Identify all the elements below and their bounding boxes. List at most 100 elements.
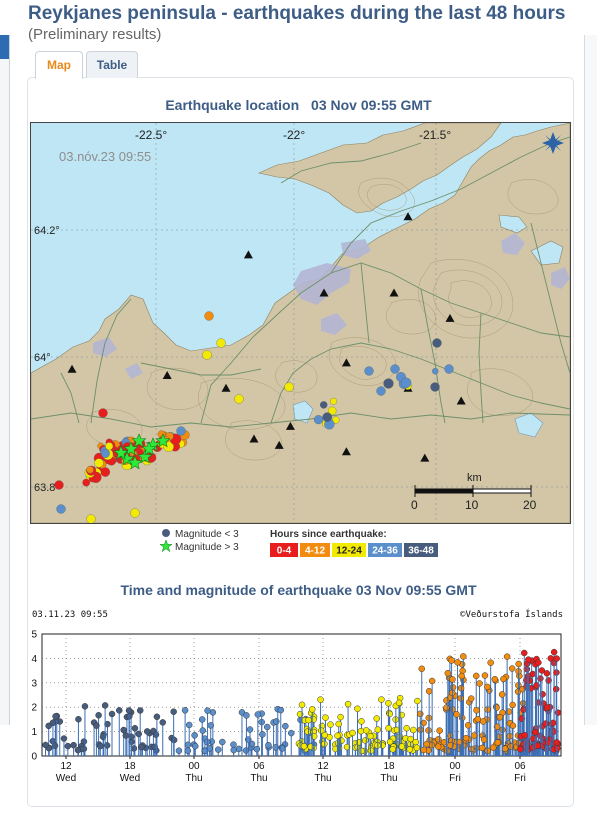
earthquake-map[interactable]: -22.5° -22° -21.5° 64.2° 64° 63.8 03.nóv…	[30, 122, 571, 524]
map-overlay-time: 03.nóv.23 09:55	[59, 149, 151, 164]
quake-dot	[131, 725, 139, 732]
scale-label-20: 20	[523, 498, 537, 512]
earthquake-marker	[390, 364, 400, 374]
quake-dot	[230, 741, 237, 748]
quake-dot	[531, 729, 539, 736]
timeline-y-axis: 0 1 2 3 4 5	[31, 630, 37, 763]
quake-dot	[321, 731, 328, 739]
earthquake-marker	[86, 466, 94, 474]
quake-dot	[230, 746, 237, 754]
quake-dot	[219, 738, 226, 746]
timeline-title: Time and magnitude of earthquake 03 Nov …	[0, 582, 597, 598]
quake-dot	[547, 655, 555, 662]
quake-dot	[103, 742, 111, 749]
lon-label-3: -21.5°	[419, 128, 451, 142]
quake-dot	[487, 659, 494, 666]
earthquake-marker	[432, 338, 442, 348]
quake-dot	[423, 740, 430, 748]
quake-dot	[304, 728, 311, 735]
quake-dot	[457, 684, 465, 692]
lat-label-3: 63.8	[34, 482, 55, 494]
earthquake-marker	[284, 382, 294, 392]
quake-dot	[99, 733, 107, 741]
earthquake-star-marker	[155, 433, 171, 448]
legend-star-icon	[159, 539, 173, 553]
station-marker	[249, 434, 259, 443]
quake-dot	[153, 713, 161, 721]
quake-dot	[496, 713, 504, 721]
left-edge-tab[interactable]	[0, 35, 9, 59]
lon-label-2: -22°	[283, 128, 305, 142]
quake-dot	[307, 743, 314, 750]
earthquake-marker	[400, 377, 412, 389]
quake-dot	[253, 745, 261, 753]
timeline-corner-time: 03.11.23 09:55	[32, 610, 108, 620]
quake-dot	[534, 742, 541, 750]
scale-label-10: 10	[465, 498, 479, 512]
quake-dot	[498, 691, 506, 698]
quake-dot	[543, 704, 551, 711]
earthquake-marker	[322, 412, 332, 422]
quake-dot	[542, 720, 550, 727]
y-tick-label: 2	[31, 703, 37, 714]
station-marker	[67, 364, 77, 373]
station-marker	[243, 250, 253, 259]
quake-dot	[470, 732, 478, 739]
quake-dot	[500, 675, 507, 683]
quake-dot	[308, 706, 316, 713]
legend-circle-icon	[162, 529, 170, 537]
earthquake-marker	[100, 448, 110, 458]
quake-dot	[367, 732, 374, 740]
quake-dot	[374, 726, 382, 733]
quake-dot	[335, 720, 342, 728]
x-tick-hour: 06	[253, 761, 265, 772]
quake-dot	[246, 726, 254, 733]
quake-dot	[389, 746, 396, 753]
quake-dot	[386, 738, 394, 746]
quake-dot	[305, 716, 312, 724]
earthquake-marker	[432, 367, 439, 375]
quake-dot	[385, 699, 392, 707]
quake-dot	[462, 734, 470, 742]
legend-hours-title: Hours since earthquake:	[270, 529, 387, 540]
quake-dot	[458, 672, 465, 680]
northern-peninsula	[258, 123, 502, 214]
quake-dot	[362, 737, 369, 744]
quake-dot	[385, 724, 392, 732]
quake-dot	[543, 670, 551, 677]
quake-dot	[51, 742, 59, 749]
quake-dot	[515, 660, 522, 668]
quake-dot	[322, 714, 329, 721]
tab-map[interactable]: Map	[35, 51, 83, 79]
hours-box	[332, 543, 366, 557]
quake-dot	[550, 648, 558, 656]
x-tick-day: Fri	[514, 773, 526, 784]
quake-dot	[207, 722, 214, 729]
quake-dot	[509, 722, 517, 729]
quake-dot	[539, 691, 546, 698]
quake-dot	[413, 744, 421, 751]
tab-table[interactable]: Table	[86, 51, 138, 78]
earthquake-marker	[202, 350, 212, 360]
quake-dot	[357, 727, 365, 735]
compass-rose-icon[interactable]	[542, 132, 564, 154]
scale-bar: km 0 10 20	[411, 472, 537, 512]
lat-label-1: 64.2°	[34, 225, 60, 237]
quake-dot	[116, 707, 123, 714]
quake-dot	[476, 680, 483, 687]
quake-dot	[449, 684, 457, 691]
earthquake-marker	[383, 378, 394, 389]
y-tick-label: 0	[31, 752, 37, 763]
earthquake-marker	[86, 514, 96, 523]
x-tick-day: Wed	[120, 773, 140, 784]
quake-dot	[484, 683, 491, 691]
quake-dot	[472, 672, 480, 680]
quake-dot	[204, 707, 211, 714]
quake-dot	[440, 739, 448, 746]
quake-dot	[327, 721, 334, 728]
earthquake-star-marker	[141, 441, 157, 456]
quake-dot	[386, 710, 393, 718]
earthquake-star-marker	[113, 445, 129, 460]
quake-dot	[420, 746, 427, 754]
scale-bar-fill	[415, 489, 473, 493]
